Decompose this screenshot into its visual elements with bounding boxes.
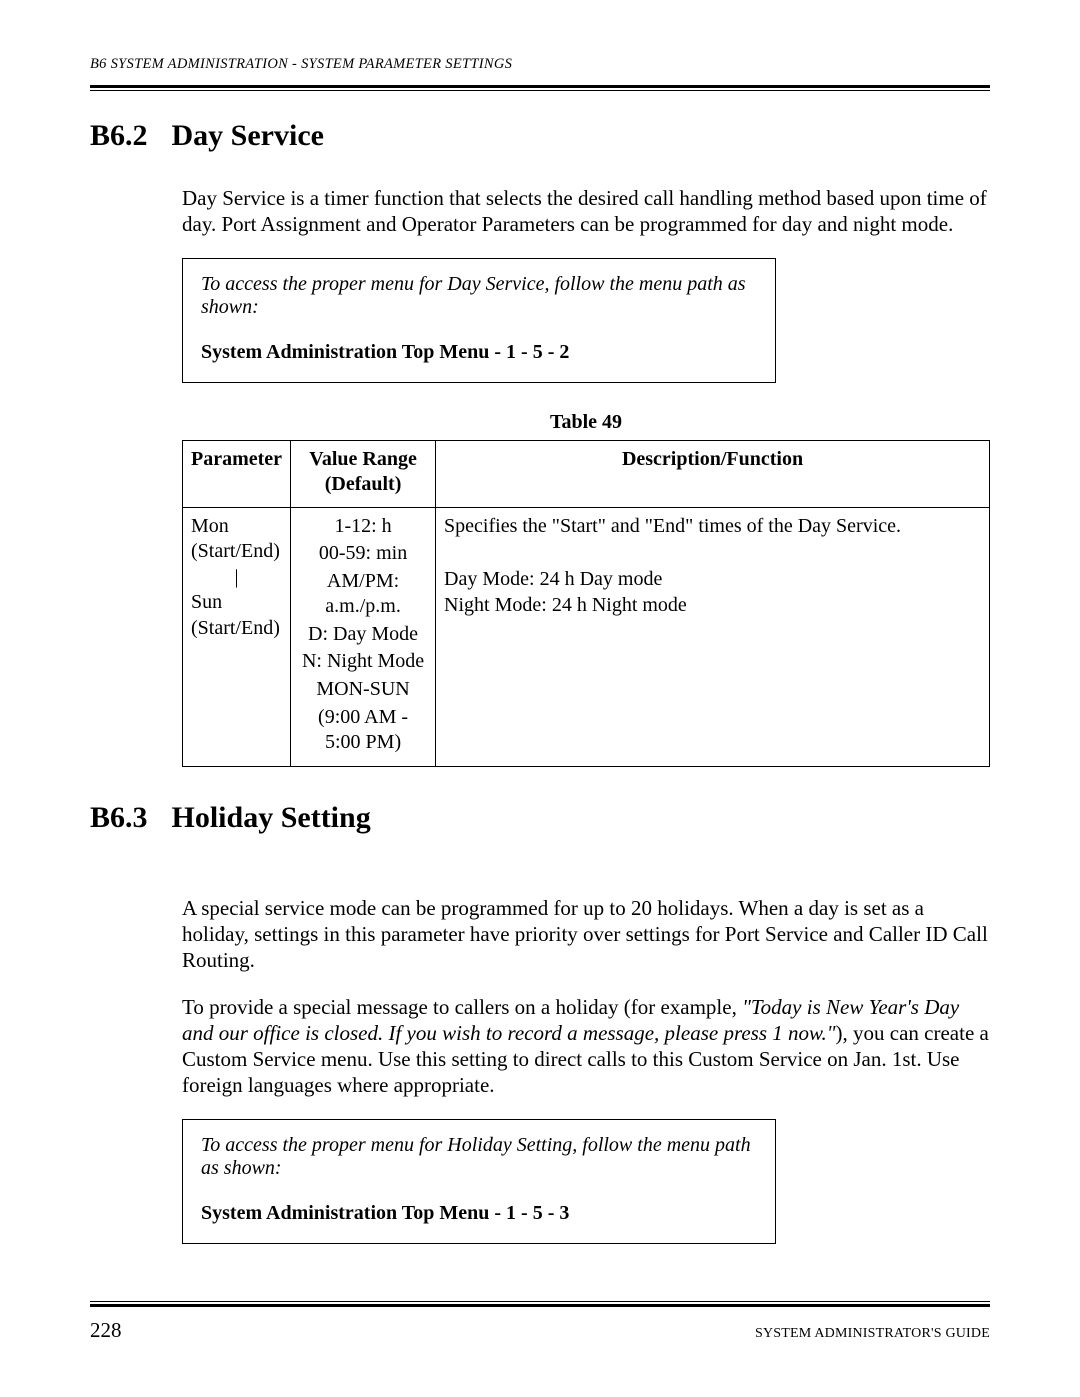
desc-line: Day Mode: 24 h Day mode xyxy=(444,567,981,593)
param-line: Mon xyxy=(191,514,282,540)
page-number: 228 xyxy=(90,1318,122,1343)
param-line: (Start/End) xyxy=(191,539,282,565)
section-a-content: Day Service is a timer function that sel… xyxy=(182,185,990,767)
th-value-range: Value Range (Default) xyxy=(291,440,436,507)
guide-name: SYSTEM ADMINISTRATOR'S GUIDE xyxy=(755,1326,990,1342)
desc-line: Specifies the "Start" and "End" times of… xyxy=(444,514,981,540)
range-line: D: Day Mode xyxy=(299,622,427,648)
holiday-para-2: To provide a special message to callers … xyxy=(182,994,990,1099)
td-value-range: 1-12: h 00-59: min AM/PM: a.m./p.m. D: D… xyxy=(291,507,436,766)
param-line: Sun xyxy=(191,590,282,616)
section-number: B6.2 xyxy=(90,119,148,153)
td-description: Specifies the "Start" and "End" times of… xyxy=(436,507,990,766)
menu-path-text: System Administration Top Menu - 1 - 5 -… xyxy=(201,341,757,364)
range-line: N: Night Mode xyxy=(299,649,427,675)
range-line: AM/PM: a.m./p.m. xyxy=(299,569,427,620)
table-caption: Table 49 xyxy=(182,411,990,434)
section-heading-holiday-setting: B6.3 Holiday Setting xyxy=(90,801,990,835)
section-b-content: A special service mode can be programmed… xyxy=(182,867,990,1244)
menu-lead-text: To access the proper menu for Holiday Se… xyxy=(201,1134,757,1180)
param-line: | xyxy=(191,565,282,591)
table-header-row: Parameter Value Range (Default) Descript… xyxy=(183,440,990,507)
range-line: 1-12: h xyxy=(299,514,427,540)
range-line: 00-59: min xyxy=(299,541,427,567)
param-line: (Start/End) xyxy=(191,616,282,642)
running-head: B6 SYSTEM ADMINISTRATION - SYSTEM PARAME… xyxy=(90,56,990,73)
menu-path-box-holiday: To access the proper menu for Holiday Se… xyxy=(182,1119,776,1244)
spacer xyxy=(182,867,990,895)
td-parameter: Mon (Start/End) | Sun (Start/End) xyxy=(183,507,291,766)
holiday-para-1: A special service mode can be programmed… xyxy=(182,895,990,974)
parameter-table: Parameter Value Range (Default) Descript… xyxy=(182,440,990,767)
section-number: B6.3 xyxy=(90,801,148,835)
range-line: (9:00 AM - 5:00 PM) xyxy=(299,705,427,756)
para2-lead: To provide a special message to callers … xyxy=(182,995,742,1019)
menu-path-box-day-service: To access the proper menu for Day Servic… xyxy=(182,258,776,383)
header-rule xyxy=(90,85,990,91)
desc-spacer xyxy=(444,539,981,567)
intro-paragraph: Day Service is a timer function that sel… xyxy=(182,185,990,238)
footer-rule xyxy=(90,1301,990,1307)
range-line: MON-SUN xyxy=(299,677,427,703)
desc-line: Night Mode: 24 h Night mode xyxy=(444,593,981,619)
menu-path-text: System Administration Top Menu - 1 - 5 -… xyxy=(201,1202,757,1225)
menu-lead-text: To access the proper menu for Day Servic… xyxy=(201,273,757,319)
table-row: Mon (Start/End) | Sun (Start/End) 1-12: … xyxy=(183,507,990,766)
section-heading-day-service: B6.2 Day Service xyxy=(90,119,990,153)
th-description: Description/Function xyxy=(436,440,990,507)
section-title: Day Service xyxy=(172,119,324,153)
th-parameter: Parameter xyxy=(183,440,291,507)
section-title: Holiday Setting xyxy=(172,801,371,835)
page-footer: 228 SYSTEM ADMINISTRATOR'S GUIDE xyxy=(90,1318,990,1343)
